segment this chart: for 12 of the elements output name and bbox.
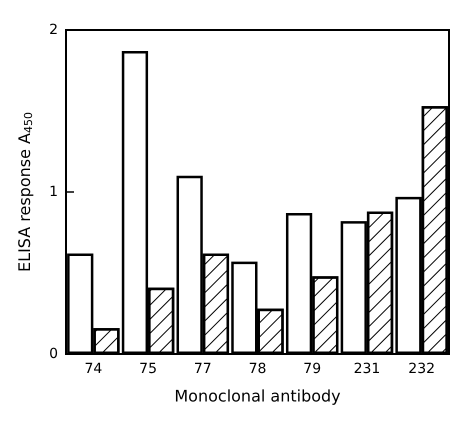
x-tick-label: 77 [194, 361, 212, 377]
y-tick-label: 2 [49, 22, 58, 38]
x-tick-label: 78 [248, 361, 266, 377]
y-tick-label: 1 [49, 184, 58, 200]
x-tick-label: 231 [354, 361, 380, 377]
x-tick-label: 79 [303, 361, 322, 377]
x-axis-title: Monoclonal antibody [174, 386, 341, 406]
x-tick-label: 232 [408, 361, 436, 377]
x-tick-label: 74 [84, 361, 102, 377]
x-tick-label: 75 [139, 361, 157, 377]
y-axis-title: ELISA response A450 [15, 112, 35, 272]
y-tick-label: 0 [49, 346, 58, 362]
